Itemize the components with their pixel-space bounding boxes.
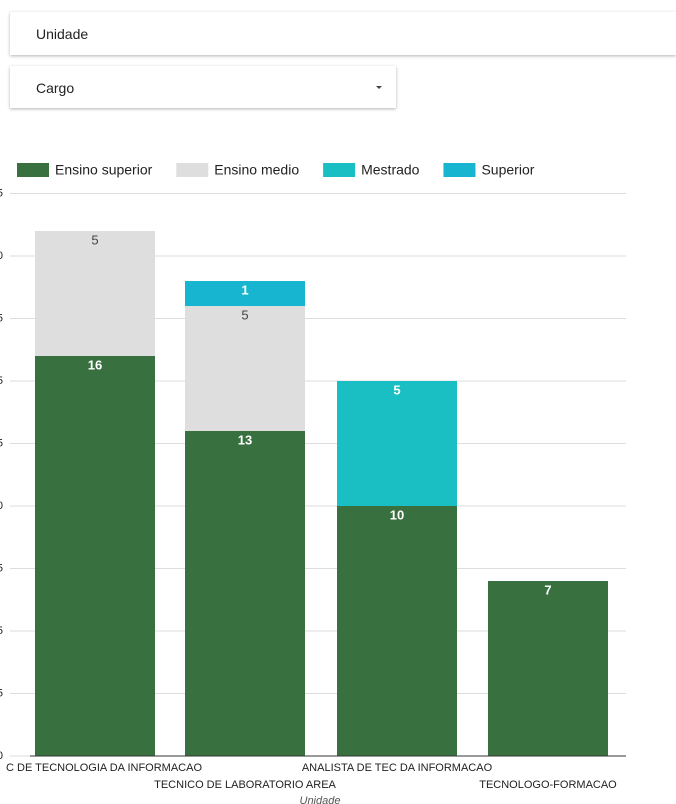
value-label: 13 [238, 432, 252, 447]
filter-label: Unidade [36, 26, 89, 42]
legend-label: Mestrado [361, 162, 420, 178]
cargo-filter[interactable]: Cargo [10, 66, 396, 108]
filter-label: Cargo [36, 80, 75, 96]
value-label: 1 [241, 282, 248, 297]
y-tick-label: 5 [0, 625, 3, 637]
bar-segment [337, 506, 457, 756]
legend-swatch [17, 163, 49, 177]
bar-segment [35, 356, 155, 756]
y-tick-label: 22.5 [0, 187, 3, 199]
dropdown-arrow [376, 86, 382, 89]
legend-label: Ensino medio [214, 162, 299, 178]
legend-label: Superior [481, 162, 534, 178]
x-axis-title: Unidade [300, 795, 341, 804]
x-tick-label: TECNICO DE LABORATORIO AREA [154, 779, 336, 791]
y-tick-label: 15 [0, 375, 3, 387]
value-label: 16 [88, 357, 102, 372]
value-label: 5 [241, 307, 248, 322]
y-tick-label: 10 [0, 500, 3, 512]
y-tick-label: 2.5 [0, 687, 3, 699]
y-tick-label: 7.5 [0, 562, 3, 574]
y-tick-label: 20 [0, 250, 3, 262]
y-tick-label: 12.5 [0, 437, 3, 449]
unidade-filter[interactable]: Unidade [10, 12, 676, 55]
legend-swatch [323, 163, 356, 177]
y-tick-label: 17.5 [0, 312, 3, 324]
legend-label: Ensino superior [55, 162, 153, 178]
bar-segment [337, 381, 457, 506]
value-label: 5 [393, 382, 400, 397]
y-tick-label: 0 [0, 750, 3, 762]
bar-segment [35, 231, 155, 356]
legend-swatch [443, 163, 476, 177]
bar-segment [185, 281, 305, 306]
value-label: 10 [390, 507, 404, 522]
x-tick-label: ANALISTA DE TEC DA INFORMACAO [302, 762, 493, 774]
value-label: 7 [544, 582, 551, 597]
value-label: 5 [91, 232, 98, 247]
bar-segment [185, 431, 305, 756]
x-tick-label: TECNOLOGO-FORMACAO [479, 779, 617, 791]
legend-swatch [176, 163, 209, 177]
bar-segment [185, 306, 305, 431]
bar-segment [488, 581, 608, 756]
x-tick-label: C DE TECNOLOGIA DA INFORMACAO [6, 762, 202, 774]
